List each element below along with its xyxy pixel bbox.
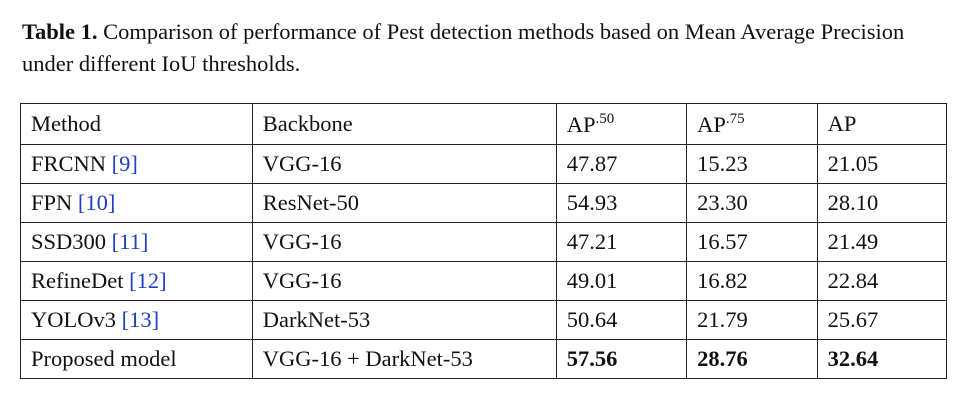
ap75-cell: 16.57 xyxy=(686,222,818,262)
ap50-cell: 57.56 xyxy=(555,339,688,379)
reference-link[interactable]: [10] xyxy=(77,190,116,215)
header-row: Method Backbone AP.50 AP.75 AP xyxy=(20,103,948,145)
method-name: YOLOv3 xyxy=(31,307,116,332)
backbone-cell: VGG-16 + DarkNet-53 xyxy=(251,339,557,379)
ap-cell: 32.64 xyxy=(816,339,948,379)
header-ap: AP xyxy=(816,103,948,145)
ap-cell: 21.49 xyxy=(816,222,948,262)
method-name: FRCNN xyxy=(31,151,107,176)
header-backbone: Backbone xyxy=(251,103,557,145)
ap50-cell: 54.93 xyxy=(555,183,688,223)
header-ap50-sup: .50 xyxy=(595,110,615,127)
ap75-cell: 23.30 xyxy=(686,183,818,223)
reference-link[interactable]: [13] xyxy=(121,307,160,332)
table-caption: Table 1. Comparison of performance of Pe… xyxy=(22,16,947,80)
table-row-proposed: Proposed model VGG-16 + DarkNet-53 57.56… xyxy=(20,339,948,379)
method-cell: Proposed model xyxy=(20,339,253,379)
ap50-cell: 50.64 xyxy=(555,300,688,340)
reference-link[interactable]: [12] xyxy=(129,268,167,293)
caption-label: Table 1. xyxy=(22,19,98,44)
ap75-cell: 16.82 xyxy=(686,261,818,301)
ap50-cell: 49.01 xyxy=(555,261,688,301)
ap75-cell: 21.79 xyxy=(686,300,818,340)
table-row: SSD300 [11] VGG-16 47.21 16.57 21.49 xyxy=(20,222,948,262)
backbone-cell: VGG-16 xyxy=(251,144,557,184)
header-ap50-base: AP xyxy=(566,111,596,137)
header-method: Method xyxy=(20,103,253,145)
method-cell: YOLOv3 [13] xyxy=(20,300,253,340)
ap-cell: 21.05 xyxy=(816,144,948,184)
method-cell: SSD300 [11] xyxy=(20,222,253,262)
backbone-cell: DarkNet-53 xyxy=(251,300,557,340)
header-ap50: AP.50 xyxy=(555,103,688,145)
method-cell: FPN [10] xyxy=(20,183,253,223)
caption-text: Comparison of performance of Pest detect… xyxy=(22,19,905,76)
ap-cell: 25.67 xyxy=(816,300,948,340)
table-row: RefineDet [12] VGG-16 49.01 16.82 22.84 xyxy=(20,261,948,301)
table-row: FPN [10] ResNet-50 54.93 23.30 28.10 xyxy=(20,183,948,223)
ap-cell: 22.84 xyxy=(816,261,948,301)
reference-link[interactable]: [11] xyxy=(111,229,149,254)
backbone-cell: VGG-16 xyxy=(251,261,557,301)
backbone-cell: VGG-16 xyxy=(251,222,557,262)
ap-cell: 28.10 xyxy=(816,183,948,223)
ap50-cell: 47.87 xyxy=(555,144,688,184)
table-row: YOLOv3 [13] DarkNet-53 50.64 21.79 25.67 xyxy=(20,300,948,340)
method-cell: RefineDet [12] xyxy=(20,261,253,301)
ap75-cell: 15.23 xyxy=(686,144,818,184)
method-name: FPN xyxy=(31,190,73,215)
method-cell: FRCNN [9] xyxy=(20,144,253,184)
reference-link[interactable]: [9] xyxy=(111,151,138,176)
ap75-cell: 28.76 xyxy=(686,339,818,379)
header-ap75-sup: .75 xyxy=(725,110,745,127)
ap50-cell: 47.21 xyxy=(555,222,688,262)
method-name: SSD300 xyxy=(31,229,107,254)
backbone-cell: ResNet-50 xyxy=(251,183,557,223)
table-row: FRCNN [9] VGG-16 47.87 15.23 21.05 xyxy=(20,144,948,184)
method-name: Proposed model xyxy=(31,346,177,371)
header-ap75-base: AP xyxy=(697,111,726,137)
results-table: Method Backbone AP.50 AP.75 AP FRCNN [9]… xyxy=(20,103,948,379)
method-name: RefineDet xyxy=(31,268,124,293)
header-ap75: AP.75 xyxy=(686,103,818,145)
